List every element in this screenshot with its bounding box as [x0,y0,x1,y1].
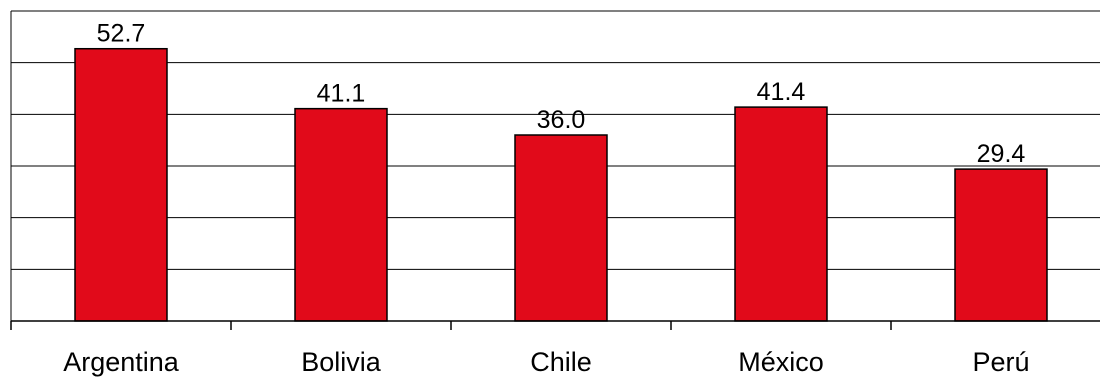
value-label-chile: 36.0 [537,106,586,134]
value-label-argentina: 52.7 [97,20,146,48]
value-label-méxico: 41.4 [757,78,806,106]
value-label-bolivia: 41.1 [317,80,366,108]
category-label-chile: Chile [530,347,592,377]
category-label-méxico: México [738,347,824,377]
bar-perú [954,168,1048,322]
bar-chile [514,134,608,322]
category-label-perú: Perú [972,347,1029,377]
bars [74,47,1048,322]
x-axis [10,11,1100,330]
category-label-bolivia: Bolivia [301,347,382,377]
category-labels: Argentina Bolivia Chile México Perú [63,347,1029,377]
bar-argentina [74,47,168,322]
category-label-argentina: Argentina [63,347,180,377]
bar-bolivia [294,107,388,322]
value-labels: 52.7 41.1 36.0 41.4 29.4 [97,20,1026,168]
bar-méxico [734,106,828,322]
value-label-perú: 29.4 [977,140,1026,168]
